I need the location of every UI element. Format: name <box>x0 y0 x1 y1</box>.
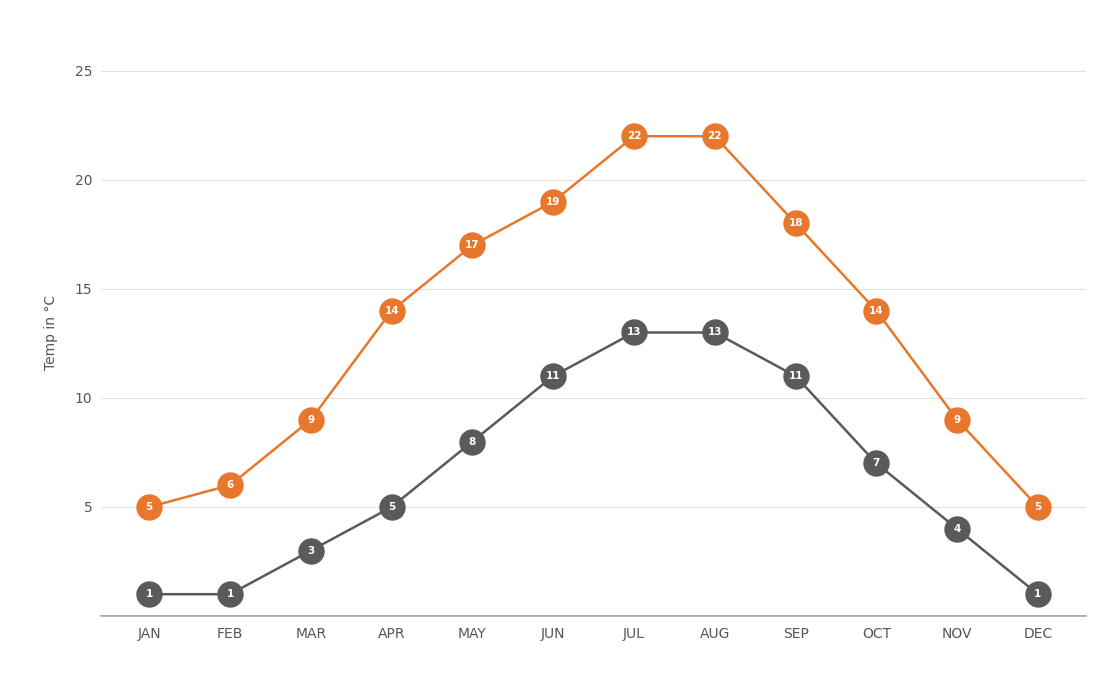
Text: 11: 11 <box>545 371 560 381</box>
Text: 5: 5 <box>388 502 395 512</box>
Text: 11: 11 <box>788 371 803 381</box>
Text: 5: 5 <box>146 502 153 512</box>
Text: 7: 7 <box>872 458 880 468</box>
Text: 13: 13 <box>627 328 642 337</box>
Text: 19: 19 <box>547 197 560 206</box>
Text: 17: 17 <box>465 240 479 251</box>
Text: 22: 22 <box>627 131 642 141</box>
Text: 4: 4 <box>953 524 961 534</box>
Text: 8: 8 <box>469 437 476 447</box>
Text: 1: 1 <box>226 589 234 599</box>
Text: 3: 3 <box>307 545 315 556</box>
Text: 6: 6 <box>226 480 234 490</box>
Text: 9: 9 <box>953 414 961 425</box>
Text: 14: 14 <box>384 306 399 316</box>
Y-axis label: Temp in °C: Temp in °C <box>44 295 58 370</box>
Text: 5: 5 <box>1034 502 1042 512</box>
Text: 1: 1 <box>1034 589 1042 599</box>
Text: 18: 18 <box>788 218 803 228</box>
Text: 13: 13 <box>708 328 722 337</box>
Text: 9: 9 <box>307 414 315 425</box>
Text: 14: 14 <box>869 306 884 316</box>
Text: 1: 1 <box>146 589 153 599</box>
Text: 22: 22 <box>708 131 722 141</box>
